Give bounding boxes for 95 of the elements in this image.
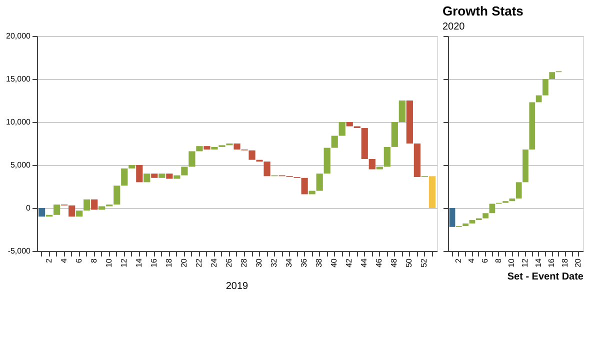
bar [542,79,548,96]
x-axis-title: Set - Event Date [507,271,584,282]
x-tick-label: 20 [179,258,188,268]
x-tick-label: 10 [104,258,114,268]
bar [462,223,469,226]
bar [361,128,368,159]
bar [398,100,406,122]
x-tick-label: 16 [547,258,556,268]
bar [196,146,203,152]
bar [368,158,376,170]
bar [406,100,413,144]
bar [68,205,76,217]
x-tick-label: 50 [404,258,414,268]
bar [181,166,188,176]
chart-title: Growth Stats [442,4,524,18]
x-tick-label: 2 [454,258,463,263]
bar [76,210,83,217]
bar [529,102,536,150]
bar [151,174,158,178]
x-tick-label: 10 [507,258,516,268]
x-tick-label: 40 [330,258,339,268]
x-tick-label: 38 [314,258,324,268]
bar [384,146,390,167]
x-tick-label: 12 [119,258,128,268]
x-tick-label: 14 [534,258,543,268]
chart-subtitle: 2020 [442,22,466,32]
y-tick-label: -5,000 [8,246,32,256]
bar [482,213,488,218]
x-tick-label: 44 [360,258,369,268]
x-tick-label: 46 [374,258,384,268]
bar [376,166,383,170]
bar [54,204,60,215]
bar [84,199,90,211]
bar [338,122,346,136]
bar [324,148,330,174]
x-tick-label: 26 [224,258,234,268]
bar [331,136,338,148]
x-tick-label: 48 [390,258,399,268]
bar [174,175,180,179]
x-tick-label: 16 [149,258,158,268]
bar [264,162,270,176]
text: 2019 [226,281,249,292]
x-tick-label: 20 [574,258,583,268]
bar [316,174,323,191]
y-tick-label: 15,000 [6,74,32,84]
bar [188,151,196,167]
x-tick-label: 4 [59,258,68,263]
x-tick-label: 6 [480,258,490,263]
bar [301,178,308,194]
x-tick-label: 28 [240,258,249,268]
x-tick-label: 52 [420,258,429,268]
bar [234,144,240,150]
bar [509,198,516,202]
bar [489,204,496,214]
bar [144,174,150,182]
y-tick-label: 0 [26,204,32,212]
bar [346,122,353,126]
x-tick-label: 18 [164,258,174,268]
bar [391,122,398,147]
y-tick-label: 10,000 [6,118,32,126]
x-tick-label: 8 [494,258,503,263]
y-tick-label: 5,000 [10,160,32,170]
x-tick-label: 34 [284,258,294,268]
bar [516,182,522,199]
x-tick-label: 24 [209,258,218,268]
x-tick-label: 6 [74,258,84,263]
bar [549,72,556,79]
x-tick-label: 4 [467,258,476,263]
bar [204,146,210,150]
x-tick-label: 14 [134,258,144,268]
x-tick-label: 32 [270,258,279,268]
x-tick-label: 8 [89,258,98,263]
bar [158,174,166,178]
x-tick-label: 2 [44,258,54,263]
bar [414,144,420,178]
bar [128,165,136,168]
bar [449,208,456,227]
bar [136,165,143,182]
x-tick-label: 18 [560,258,570,268]
y-tick-label: 20,000 [6,32,32,40]
x-tick-label: 22 [194,258,204,268]
bar [166,174,173,179]
bar [114,186,120,205]
bar [38,208,46,217]
bar [248,150,256,160]
bar [522,150,528,182]
x-tick-label: 30 [254,258,264,268]
x-tick-label: 36 [300,258,309,268]
bar [428,176,436,208]
x-tick-label: 42 [344,258,354,268]
bar [121,168,128,186]
x-tick-label: 12 [520,258,530,268]
bar [91,199,98,210]
bar [469,220,476,224]
bar [211,146,218,150]
